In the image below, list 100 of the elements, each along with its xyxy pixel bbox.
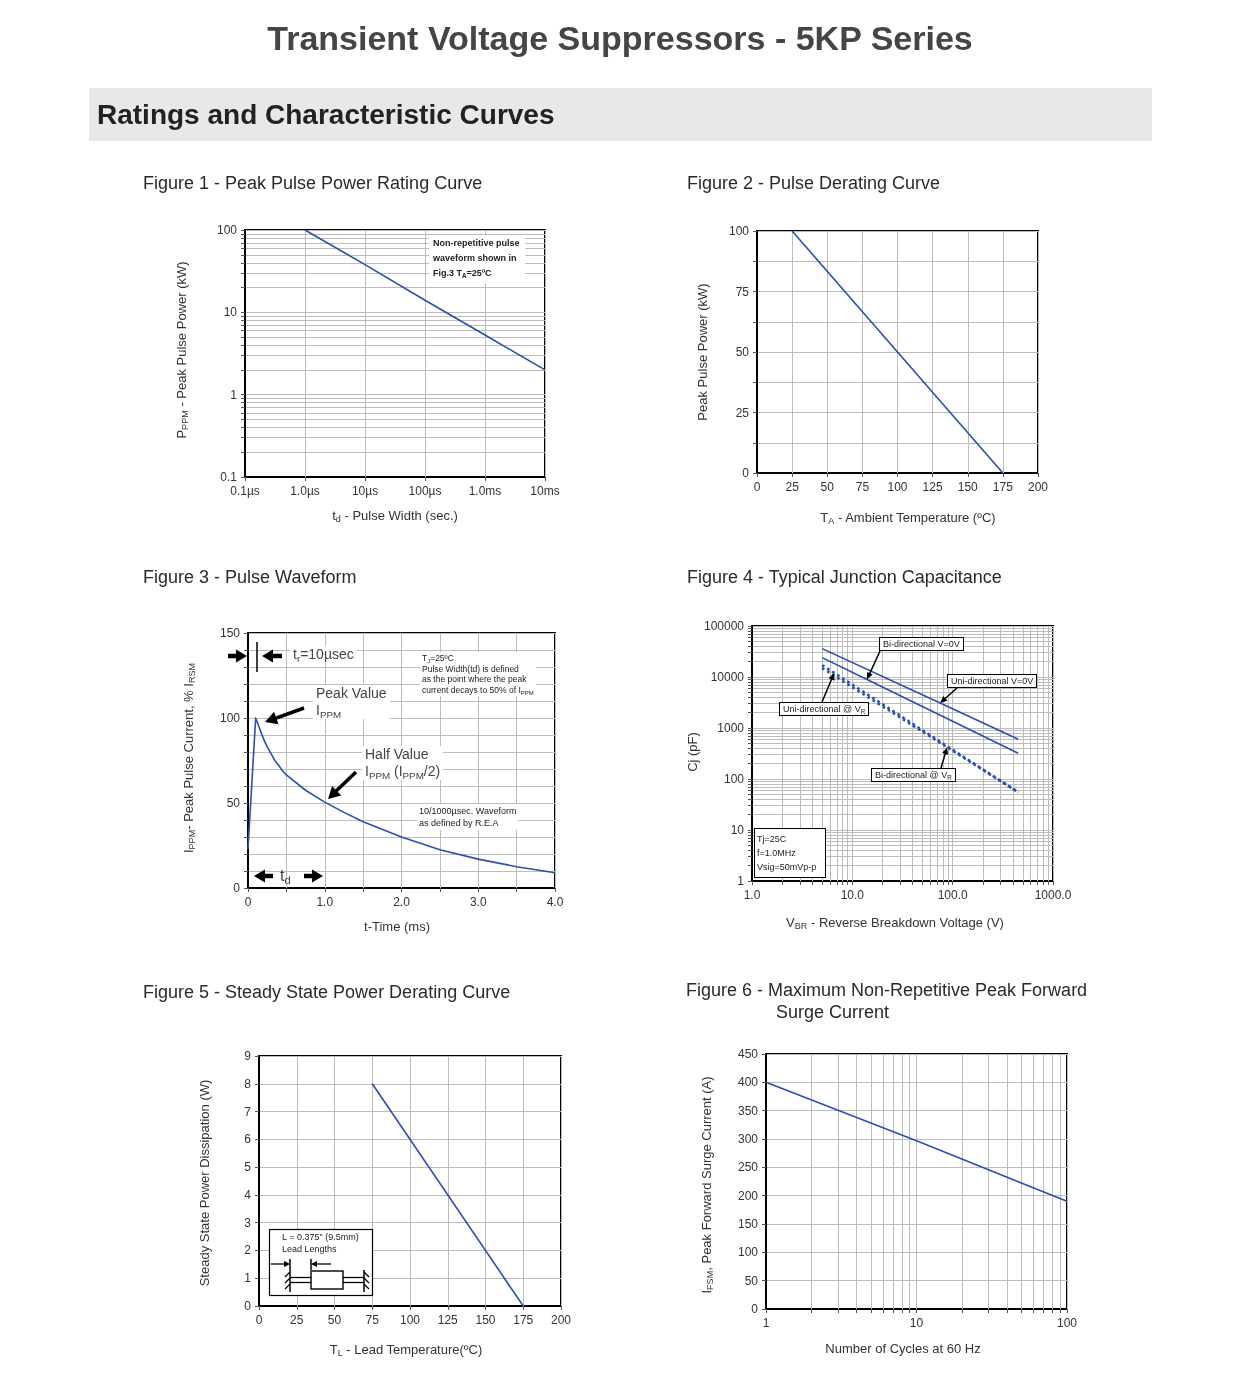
x-tick-label: 150 [957,480,979,494]
x-axis-title: t-Time (ms) [364,918,430,934]
annotation: Tj=25C f=1.0MHz Vsig=50mVp-p [754,828,826,878]
y-tick-label: 0.1 [220,470,238,484]
y-tick-label: 150 [219,626,241,640]
x-tick-label: 10 [909,1316,924,1330]
y-tick-label: 1 [230,387,238,402]
text: Ratings and Characteristic Curves [97,98,555,131]
chart-title: Figure 1 - Peak Pulse Power Rating Curve [143,172,483,194]
series-label: Bi-directional @ V$_{R}$ [871,768,956,782]
x-tick-label: 1 [762,1316,770,1330]
y-tick-label: 4 [244,1187,252,1202]
y-tick-label: 6 [244,1132,252,1147]
x-tick-label: 50 [327,1313,342,1327]
x-tick-label: 10ms [530,484,560,498]
y-tick-label: 8 [244,1076,252,1091]
x-tick-label: 1.0µs [290,484,320,498]
x-tick-label: 175 [992,480,1014,494]
y-tick-label: 450 [737,1047,759,1061]
x-tick-label: 75 [365,1313,380,1327]
y-axis-title: Steady State Power Dissipation (W) [196,1079,212,1287]
annotation: 10/1000µsec. Waveform as defined by R.E.A [417,804,519,830]
y-tick-label: 10 [223,305,238,320]
y-tick-label: 7 [244,1104,252,1119]
y-tick-label: 100000 [703,619,745,633]
y-tick-label: 5 [244,1160,252,1175]
x-tick-label: 125 [922,480,943,494]
x-tick-label: 25 [785,480,800,494]
y-tick-label: 0 [742,466,750,480]
y-tick-label: 100 [728,224,750,238]
chart-title: Figure 4 - Typical Junction Capacitance [687,566,1002,588]
chart-title: Figure 2 - Pulse Derating Curve [687,172,941,194]
y-tick-label: 150 [737,1217,759,1231]
y-tick-label: 50 [744,1273,759,1288]
y-tick-label: 100 [737,1245,759,1260]
annotation: Non-repetitive pulse waveform shown in Fig.3 T$_{A}$=25ºC [429,235,525,283]
x-axis-title: T$_{A}$ - Ambient Temperature (ºC) [820,509,996,527]
y-tick-label: 10000 [710,670,745,684]
x-tick-label: 3.0 [469,895,487,909]
y-tick-label: 10 [730,823,745,837]
x-tick-label: 1.0 [743,888,761,902]
x-tick-label: 200 [550,1313,572,1327]
y-tick-label: 250 [737,1160,759,1175]
x-tick-label: 0 [255,1313,263,1327]
x-axis-title: T$_{L}$ - Lead Temperature(ºC) [329,1341,483,1359]
x-tick-label: 100 [887,480,908,494]
annotation: T$_{J}$=25ºC Pulse Width(td) is defined as the point where the peak current decays to 50% of I$_{PPM}$ [420,652,536,696]
y-tick-label: 100 [723,772,745,786]
y-tick-label: 50 [226,796,241,810]
y-tick-label: 1 [244,1271,252,1286]
x-axis-title: t$_{d}$ - Pulse Width (sec.) [332,507,458,525]
text: Transient Voltage Suppressors - 5KP Series [267,18,973,58]
x-axis-title: V$_{BR}$ - Reverse Breakdown Voltage (V) [786,914,1004,932]
text: Bi-directional V=0V [879,637,964,651]
annotation: Half Value I$_{PPM}$ (I$_{PPM}$/2) [362,746,444,781]
x-tick-label: 0.1µs [230,484,260,498]
y-tick-label: 100 [219,711,241,725]
x-tick-label: 150 [475,1313,496,1327]
chart-title: Figure 3 - Pulse Waveform [143,566,357,588]
y-tick-label: 25 [735,405,750,420]
x-tick-label: 1.0ms [468,484,502,498]
y-tick-label: 1000 [717,721,745,735]
x-tick-label: 75 [855,480,870,494]
x-tick-label: 200 [1027,480,1049,494]
chart-title: Figure 5 - Steady State Power Derating Curve [143,981,511,1003]
x-tick-label: 10µs [351,484,379,498]
x-tick-label: 100µs [408,484,442,498]
chart-title: Figure 6 - Maximum Non-Repetitive Peak Forward Surge Current [686,979,1089,1023]
x-axis-title: Number of Cycles at 60 Hz [825,1340,981,1356]
annotation: L = 0.375" (9.5mm) Lead Lengths [282,1231,359,1255]
x-tick-label: 10.0 [840,888,865,902]
series-label: Uni-directional @ V$_{R}$ [779,702,870,716]
x-tick-label: 100.0 [937,888,969,902]
y-tick-label: 400 [737,1075,759,1090]
y-axis-title: Peak Pulse Power (kW) [694,283,710,421]
x-tick-label: 175 [513,1313,534,1327]
x-tick-label: 2.0 [393,895,411,909]
annotation: t$_{r}$=10µsec [290,646,357,664]
y-tick-label: 0 [751,1302,759,1316]
y-tick-label: 200 [737,1188,759,1203]
x-tick-label: 1.0 [316,895,334,909]
y-tick-label: 100 [216,223,238,237]
x-tick-label: 100 [1056,1316,1078,1330]
annotation: t$_{d}$ [280,866,291,887]
x-tick-label: 100 [399,1313,421,1327]
y-axis-title: Cj (pF) [684,732,700,772]
text: Uni-directional V=0V [947,674,1038,688]
y-tick-label: 50 [735,345,750,359]
x-tick-label: 25 [290,1313,304,1327]
y-tick-label: 0 [244,1299,252,1313]
y-tick-label: 3 [244,1215,252,1230]
y-tick-label: 300 [737,1132,759,1146]
y-tick-label: 1 [737,874,745,888]
y-tick-label: 350 [737,1103,759,1118]
y-tick-label: 2 [244,1243,252,1258]
x-tick-label: 50 [820,480,835,494]
x-tick-label: 1000.0 [1034,888,1072,902]
y-tick-label: 9 [244,1049,252,1063]
x-tick-label: 125 [437,1313,459,1327]
y-tick-label: 75 [735,284,750,299]
